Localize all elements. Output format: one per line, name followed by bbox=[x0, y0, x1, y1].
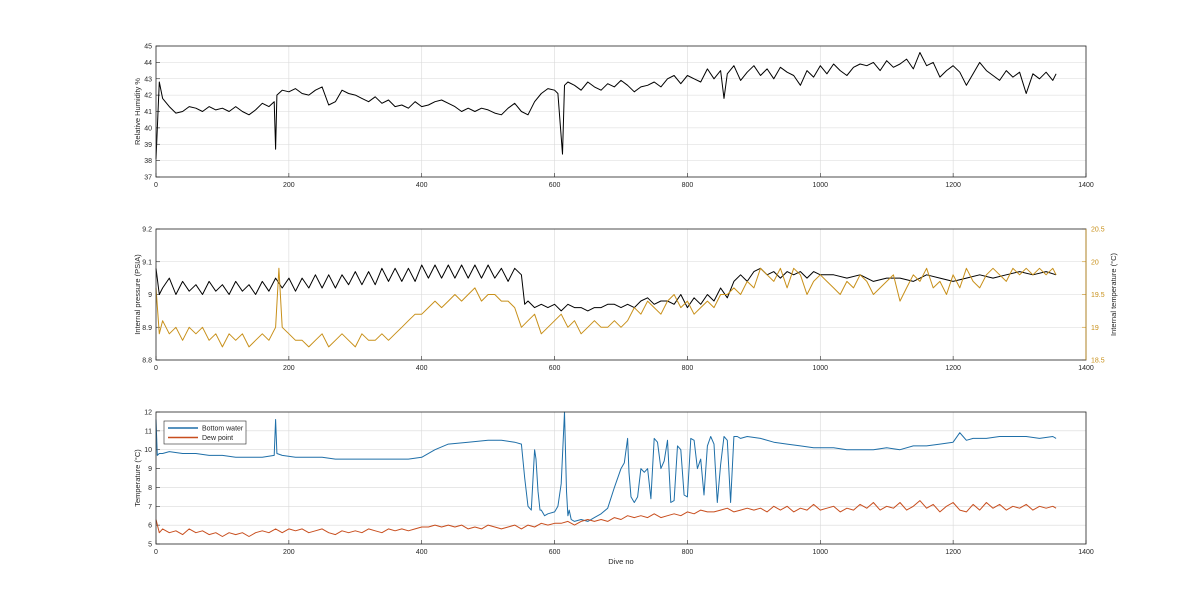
humidity-lines bbox=[155, 52, 1057, 160]
humidity-axes-box bbox=[155, 45, 1087, 178]
y-tick-label: 9 bbox=[148, 292, 152, 299]
y2-tick-label: 19 bbox=[1091, 325, 1099, 332]
temperature-lines bbox=[155, 411, 1057, 537]
temperature-plot-area bbox=[156, 412, 1086, 544]
x-tick-label: 400 bbox=[416, 182, 428, 189]
series-line-1-1 bbox=[155, 267, 1057, 348]
x-tick-label: 600 bbox=[549, 182, 561, 189]
temperature-ticks: 0 200 400 600 800 1000 1200 1400 5 6 7 8 9 10 11 12 bbox=[144, 410, 1094, 557]
temperature-y-axis-label: Temperature (°C) bbox=[133, 449, 142, 507]
y-tick-label: 9.1 bbox=[142, 259, 152, 266]
x-tick-label: 200 bbox=[283, 549, 295, 556]
bottom-water-line bbox=[155, 411, 1057, 522]
y-tick-label: 43 bbox=[144, 76, 152, 83]
humidity-y-axis-label: Relative Humidity % bbox=[133, 78, 142, 145]
y-tick-label: 8.8 bbox=[142, 358, 152, 365]
legend-label-bottom-water: Bottom water bbox=[202, 426, 244, 433]
y-tick-label: 39 bbox=[144, 142, 152, 149]
series-line-1-0 bbox=[155, 264, 1057, 312]
x-tick-label: 1200 bbox=[945, 365, 961, 372]
y-tick-label: 6 bbox=[148, 523, 152, 530]
y2-tick-label: 20 bbox=[1091, 259, 1099, 266]
y-tick-label: 40 bbox=[144, 125, 152, 132]
legend-label-dew-point: Dew point bbox=[202, 435, 233, 442]
x-tick-label: 400 bbox=[416, 549, 428, 556]
x-tick-label: 600 bbox=[549, 365, 561, 372]
x-tick-label: 200 bbox=[283, 365, 295, 372]
x-tick-label: 0 bbox=[154, 365, 158, 372]
y-tick-label: 5 bbox=[148, 542, 152, 549]
x-tick-label: 1200 bbox=[945, 549, 961, 556]
temperature-axes-box bbox=[155, 411, 1087, 545]
y-tick-label: 37 bbox=[144, 175, 152, 182]
y-tick-label: 12 bbox=[144, 410, 152, 417]
x-tick-label: 1200 bbox=[945, 182, 961, 189]
humidity-panel: 0 200 400 600 800 1000 1200 1400 37 38 39 40 41 42 43 4… bbox=[133, 44, 1094, 190]
x-tick-label: 0 bbox=[154, 182, 158, 189]
y-tick-label: 9.2 bbox=[142, 227, 152, 234]
pressure-temperature-panel: 0 200 400 600 800 1000 1200 1400 8.8 8.9 9 9.1 9.2 1… bbox=[133, 227, 1118, 373]
x-tick-label: 400 bbox=[416, 365, 428, 372]
y-tick-label: 8.9 bbox=[142, 325, 152, 332]
x-tick-label: 800 bbox=[682, 549, 694, 556]
x-tick-label: 1000 bbox=[812, 365, 828, 372]
y-tick-label: 7 bbox=[148, 504, 152, 511]
y-tick-label: 42 bbox=[144, 93, 152, 100]
x-tick-label: 200 bbox=[283, 182, 295, 189]
y2-tick-label: 19.5 bbox=[1091, 292, 1105, 299]
y-tick-label: 44 bbox=[144, 60, 152, 67]
y-tick-label: 10 bbox=[144, 447, 152, 454]
pressure-y-axis-label: Internal pressure (PSIA) bbox=[133, 254, 142, 335]
internal-temperature-axis-label: Internal temperature (°C) bbox=[1109, 252, 1118, 336]
series-line-0-0 bbox=[155, 52, 1057, 160]
y-tick-label: 45 bbox=[144, 44, 152, 51]
x-tick-label: 1400 bbox=[1078, 365, 1094, 372]
y2-tick-label: 20.5 bbox=[1091, 227, 1105, 234]
temperature-panel: 0 200 400 600 800 1000 1200 1400 5 6 7 8 9 10 11 12 Tem… bbox=[133, 410, 1094, 567]
x-tick-label: 1000 bbox=[812, 549, 828, 556]
humidity-ticks: 0 200 400 600 800 1000 1200 1400 37 38 39 40 41 42 43 4… bbox=[144, 44, 1094, 190]
x-tick-label: 0 bbox=[154, 549, 158, 556]
y-tick-label: 9 bbox=[148, 466, 152, 473]
x-axis-label: Dive no bbox=[608, 557, 633, 566]
x-tick-label: 800 bbox=[682, 365, 694, 372]
dew-point-line bbox=[155, 500, 1057, 537]
legend: Bottom water Dew point bbox=[163, 420, 247, 445]
y-tick-label: 41 bbox=[144, 109, 152, 116]
y-tick-label: 11 bbox=[145, 428, 152, 435]
x-tick-label: 1400 bbox=[1078, 182, 1094, 189]
y-tick-label: 8 bbox=[148, 485, 152, 492]
x-tick-label: 600 bbox=[549, 549, 561, 556]
x-tick-label: 1400 bbox=[1078, 549, 1094, 556]
y2-tick-label: 18.5 bbox=[1091, 358, 1105, 365]
y-tick-label: 38 bbox=[144, 158, 152, 165]
x-tick-label: 1000 bbox=[812, 182, 828, 189]
pressure-temperature-lines bbox=[155, 264, 1057, 348]
x-tick-label: 800 bbox=[682, 182, 694, 189]
legend-box bbox=[163, 420, 247, 445]
